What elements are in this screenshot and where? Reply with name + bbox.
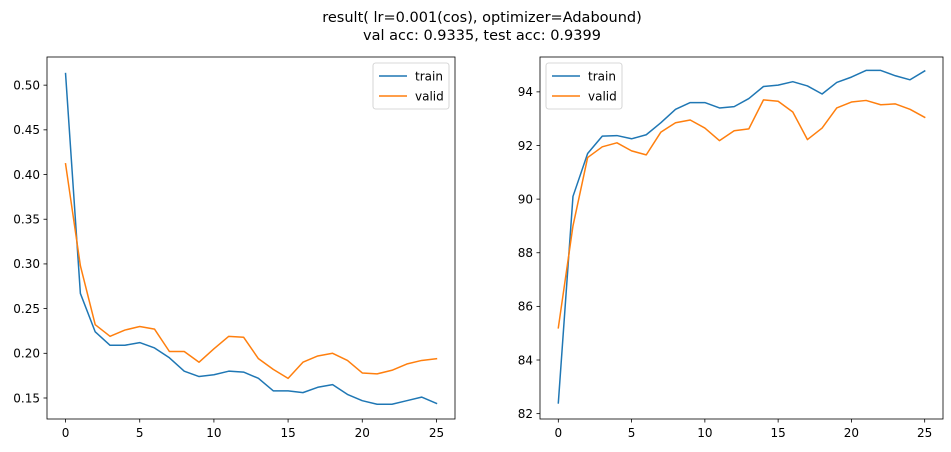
x-tick-label: 10 — [697, 426, 712, 440]
legend-label-valid: valid — [588, 89, 617, 103]
accuracy-plot: 0 5 10 15 20 25 82 84 86 88 90 92 94 train valid — [518, 56, 944, 440]
series-line-valid — [64, 162, 438, 380]
y-tick-label: 0.20 — [13, 347, 40, 361]
series-line-train — [64, 72, 438, 405]
figure-title-line-2: val acc: 0.9335, test acc: 0.9399 — [363, 28, 601, 44]
y-tick-label: 94 — [518, 85, 533, 99]
y-tick-label: 84 — [518, 353, 533, 367]
x-tick-label: 5 — [628, 426, 636, 440]
x-tick-label: 10 — [206, 426, 221, 440]
x-tick-label: 0 — [62, 426, 70, 440]
y-tick-label: 92 — [518, 139, 533, 153]
y-tick-label: 0.45 — [13, 123, 40, 137]
y-tick-label: 90 — [518, 192, 533, 206]
x-tick-label: 15 — [280, 426, 295, 440]
x-tick-label: 15 — [770, 426, 785, 440]
x-tick-label: 0 — [554, 426, 562, 440]
legend-box — [545, 62, 623, 110]
axes-frame — [46, 56, 456, 420]
y-tick-label: 0.25 — [13, 302, 40, 316]
y-tick-label: 0.40 — [13, 168, 40, 182]
series-line-valid — [557, 99, 926, 329]
axes-frame — [539, 56, 944, 420]
y-tick-label: 0.50 — [13, 78, 40, 92]
legend: train valid — [372, 62, 450, 110]
y-tick-label: 0.35 — [13, 213, 40, 227]
legend-label-train: train — [588, 69, 616, 83]
figure-title-line-1: result( lr=0.001(cos), optimizer=Adaboun… — [322, 10, 642, 26]
legend: train valid — [545, 62, 623, 110]
x-tick-label: 25 — [429, 426, 444, 440]
legend-label-valid: valid — [415, 89, 444, 103]
loss-plot: 0 5 10 15 20 25 0.15 0.20 0.25 0.30 0.35 0.40 0.45 0.… — [13, 56, 456, 440]
legend-box — [372, 62, 450, 110]
y-tick-label: 0.15 — [13, 391, 40, 405]
series-line-train — [557, 69, 926, 404]
legend-label-train: train — [415, 69, 443, 83]
y-tick-label: 0.30 — [13, 257, 40, 271]
y-tick-label: 86 — [518, 300, 533, 314]
x-tick-label: 25 — [917, 426, 932, 440]
x-tick-label: 20 — [844, 426, 859, 440]
x-tick-label: 5 — [136, 426, 144, 440]
x-tick-label: 20 — [355, 426, 370, 440]
y-tick-label: 88 — [518, 246, 533, 260]
y-tick-label: 82 — [518, 407, 533, 421]
